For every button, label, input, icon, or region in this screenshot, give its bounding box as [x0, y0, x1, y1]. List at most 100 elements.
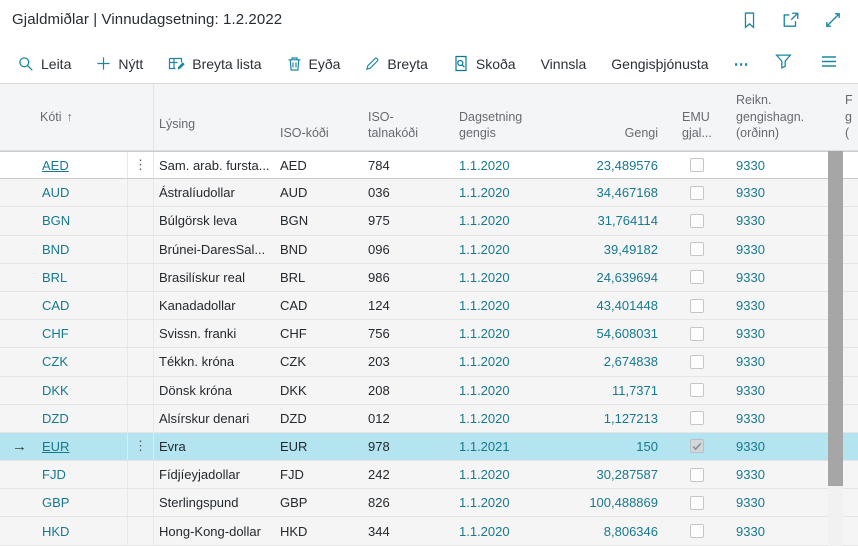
iso-numeric-cell: 975	[360, 207, 452, 234]
column-header-clipped[interactable]: F g (	[828, 92, 858, 150]
column-header-iso-numeric[interactable]: ISO- talnakóði	[360, 109, 452, 151]
column-header-description[interactable]: Lýsing	[153, 84, 275, 150]
gains-account-cell[interactable]: 9330	[726, 207, 828, 234]
currency-code-link[interactable]: DKK	[40, 377, 127, 404]
table-row[interactable]: HKDHong-Kong-dollarHKD3441.1.20208,80634…	[0, 517, 858, 545]
currency-code-link[interactable]: BND	[40, 236, 127, 263]
sort-ascending-icon: ↑	[67, 109, 73, 125]
emu-checkbox[interactable]	[690, 242, 704, 256]
gains-account-cell[interactable]: 9330	[726, 433, 828, 460]
table-row[interactable]: FJDFídjíeyjadollarFJD2421.1.202030,28758…	[0, 461, 858, 489]
gains-account-cell[interactable]: 9330	[726, 489, 828, 516]
gains-account-cell[interactable]: 9330	[726, 264, 828, 291]
table-row[interactable]: GBPSterlingspundGBP8261.1.2020100,488869…	[0, 489, 858, 517]
table-row[interactable]: DZDAlsírskur denariDZD0121.1.20201,12721…	[0, 405, 858, 433]
gains-account-cell[interactable]: 9330	[726, 236, 828, 263]
currency-code-link[interactable]: AED	[40, 152, 127, 178]
new-button[interactable]: Nýtt	[96, 56, 143, 72]
description-cell: Dönsk króna	[153, 377, 275, 404]
column-header-iso-code[interactable]: ISO-kóði	[275, 125, 360, 150]
currency-code-link[interactable]: BRL	[40, 264, 127, 291]
view-button[interactable]: Skoða	[453, 55, 516, 72]
table-row[interactable]: BNDBrúnei-DaresSal...BND0961.1.202039,49…	[0, 236, 858, 264]
table-row[interactable]: AED⋮Sam. arab. fursta...AED7841.1.202023…	[0, 151, 858, 179]
gains-account-cell[interactable]: 9330	[726, 179, 828, 206]
process-menu-button[interactable]: Vinnsla	[541, 56, 587, 72]
choose-view-icon[interactable]	[820, 54, 838, 74]
edit-button[interactable]: Breyta	[365, 56, 427, 72]
column-header-emu[interactable]: EMU gjal...	[664, 109, 726, 151]
emu-checkbox[interactable]	[690, 186, 704, 200]
search-button[interactable]: Leita	[18, 56, 71, 72]
iso-numeric-cell: 756	[360, 320, 452, 347]
iso-code-cell: AUD	[275, 179, 360, 206]
description-cell: Brasilískur real	[153, 264, 275, 291]
exchange-service-menu-button[interactable]: Gengisþjónusta	[611, 56, 708, 72]
rate-date-cell: 1.1.2020	[452, 348, 564, 375]
emu-checkbox[interactable]	[690, 411, 704, 425]
column-header-rate[interactable]: Gengi	[564, 125, 664, 150]
table-row[interactable]: DKKDönsk krónaDKK2081.1.202011,73719330	[0, 377, 858, 405]
gains-account-cell[interactable]: 9330	[726, 461, 828, 488]
edit-list-button[interactable]: Breyta lista	[168, 56, 261, 72]
currency-code-link[interactable]: DZD	[40, 405, 127, 432]
filter-icon[interactable]	[775, 53, 792, 75]
gains-account-cell[interactable]: 9330	[726, 292, 828, 319]
emu-checkbox[interactable]	[690, 299, 704, 313]
currency-code-link[interactable]: BGN	[40, 207, 127, 234]
row-menu-button[interactable]: ⋮	[127, 152, 153, 178]
currency-code-link[interactable]: FJD	[40, 461, 127, 488]
emu-currency-cell	[664, 236, 726, 263]
currency-code-link[interactable]: HKD	[40, 517, 127, 544]
description-cell: Brúnei-DaresSal...	[153, 236, 275, 263]
emu-checkbox[interactable]	[690, 439, 704, 453]
column-header-code[interactable]: Kóti ↑	[40, 92, 127, 150]
description-cell: Búlgörsk leva	[153, 207, 275, 234]
table-row[interactable]: AUDÁstralíudollarAUD0361.1.202034,467168…	[0, 179, 858, 207]
gains-account-cell[interactable]: 9330	[726, 152, 828, 178]
column-header-gains-account[interactable]: Reikn. gengishagn. (orðinn)	[726, 92, 828, 150]
emu-checkbox[interactable]	[690, 496, 704, 510]
gains-account-cell[interactable]: 9330	[726, 377, 828, 404]
currency-code-link[interactable]: GBP	[40, 489, 127, 516]
column-header-rate-date[interactable]: Dagsetning gengis	[452, 109, 564, 151]
table-row[interactable]: CADKanadadollarCAD1241.1.202043,40144893…	[0, 292, 858, 320]
table-row[interactable]: BGNBúlgörsk levaBGN9751.1.202031,7641149…	[0, 207, 858, 235]
table-row[interactable]: BRLBrasilískur realBRL9861.1.202024,6396…	[0, 264, 858, 292]
currency-code-link[interactable]: CHF	[40, 320, 127, 347]
currency-code-link[interactable]: AUD	[40, 179, 127, 206]
gains-account-cell[interactable]: 9330	[726, 405, 828, 432]
row-menu-button[interactable]: ⋮	[127, 433, 153, 460]
open-in-new-window-icon[interactable]	[782, 11, 800, 30]
currency-code-link[interactable]: EUR	[40, 433, 127, 460]
emu-checkbox[interactable]	[690, 214, 704, 228]
emu-checkbox[interactable]	[690, 355, 704, 369]
emu-checkbox[interactable]	[690, 270, 704, 284]
emu-checkbox[interactable]	[690, 468, 704, 482]
emu-checkbox[interactable]	[690, 524, 704, 538]
rate-date-cell: 1.1.2020	[452, 292, 564, 319]
expand-fullscreen-icon[interactable]	[824, 11, 842, 30]
currency-code-link[interactable]: CAD	[40, 292, 127, 319]
emu-checkbox[interactable]	[690, 158, 704, 172]
rate-date-cell: 1.1.2021	[452, 433, 564, 460]
rate-date-cell: 1.1.2020	[452, 179, 564, 206]
scrollbar-thumb[interactable]	[828, 151, 843, 486]
emu-checkbox[interactable]	[690, 383, 704, 397]
gains-account-cell[interactable]: 9330	[726, 348, 828, 375]
gains-account-cell[interactable]: 9330	[726, 517, 828, 544]
emu-checkbox[interactable]	[690, 327, 704, 341]
vertical-scrollbar[interactable]	[828, 151, 843, 546]
description-cell: Hong-Kong-dollar	[153, 517, 275, 544]
bookmark-icon[interactable]	[741, 11, 758, 30]
more-options-button[interactable]: ⋯	[734, 55, 751, 73]
currency-code-link[interactable]: CZK	[40, 348, 127, 375]
emu-currency-cell	[664, 348, 726, 375]
table-row[interactable]: CZKTékkn. krónaCZK2031.1.20202,674838933…	[0, 348, 858, 376]
table-row[interactable]: →EUR⋮EvraEUR9781.1.20211509330	[0, 433, 858, 461]
description-cell: Kanadadollar	[153, 292, 275, 319]
table-row[interactable]: CHFSvissn. frankiCHF7561.1.202054,608031…	[0, 320, 858, 348]
row-indicator-gutter	[0, 348, 40, 375]
gains-account-cell[interactable]: 9330	[726, 320, 828, 347]
delete-button[interactable]: Eyða	[287, 56, 341, 72]
